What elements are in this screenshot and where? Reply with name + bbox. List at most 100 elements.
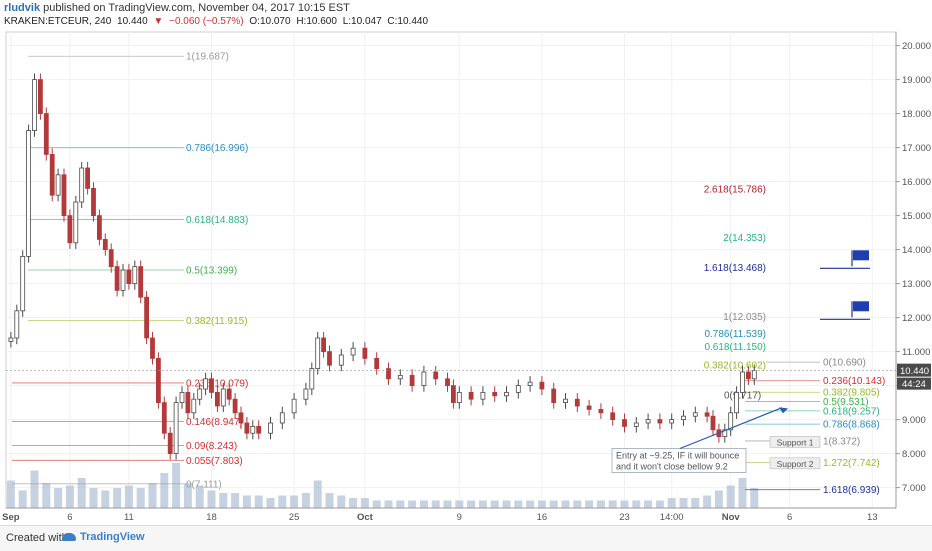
y-tick-label: 13.000 <box>902 279 931 290</box>
volume-bar <box>136 488 145 508</box>
candle-body <box>722 429 728 437</box>
author-name[interactable]: rludvik <box>4 2 41 14</box>
x-tick-label: 11 <box>124 512 134 523</box>
candle-body <box>214 391 220 407</box>
volume-bar <box>408 500 417 508</box>
volume-bar <box>313 480 322 508</box>
volume-bar <box>691 498 700 508</box>
volume-bar <box>207 490 216 508</box>
x-tick-label: Oct <box>357 512 374 523</box>
price-tag-bg <box>897 363 931 377</box>
candle-body <box>55 174 61 196</box>
volume-bar <box>290 495 299 508</box>
candle-body <box>191 398 197 414</box>
volume-bar <box>195 485 204 508</box>
volume-bar <box>526 500 535 508</box>
volume-bar <box>124 485 133 508</box>
candle-body <box>138 266 144 298</box>
fib-right-label: 0.5(9.531) <box>823 397 869 408</box>
volume-bar <box>573 500 582 508</box>
price-chart[interactable]: 1(19.687) 0.786(16.996) 0.618(14.883) 0.5(1… <box>0 0 932 525</box>
volume-bar <box>325 493 334 508</box>
candle-body <box>256 425 262 434</box>
volume-bar <box>172 463 181 508</box>
candle-body <box>338 354 344 366</box>
y-tick-label: 15.000 <box>902 211 931 222</box>
volume-bar <box>478 500 487 508</box>
x-tick-label: Nov <box>722 512 741 523</box>
volume-bar <box>632 500 641 508</box>
candle-body <box>633 422 639 427</box>
fib-level-label: 0.09(8.243) <box>186 441 237 452</box>
fib-right-label: 0(10.690) <box>823 358 866 369</box>
candle-body <box>645 419 651 424</box>
fib-extension-label: 2.618(15.786) <box>704 184 766 195</box>
candle-body <box>751 370 757 380</box>
candle-body <box>20 255 26 312</box>
candle-body <box>740 371 745 393</box>
candle-body <box>102 238 108 250</box>
candle-body <box>450 385 456 404</box>
candle-body <box>515 385 521 393</box>
candle-body <box>409 374 415 386</box>
symbol-label: KRAKEN:ETCEUR, 240 <box>4 16 112 27</box>
volume-bar <box>301 493 310 508</box>
volume-bar <box>18 490 27 508</box>
candle-body <box>586 405 592 410</box>
candle-body <box>26 130 32 257</box>
close-value: C:10.440 <box>387 16 429 27</box>
candle-body <box>161 402 167 434</box>
volume-bar <box>219 493 228 508</box>
candle-body <box>504 391 509 397</box>
fib-level-label: 0.236(10.079) <box>186 378 248 389</box>
volume-bar <box>101 490 110 508</box>
fib-right-label: 0.236(10.143) <box>823 376 885 387</box>
volume-bar <box>467 500 476 508</box>
fib-level-label: 0.382(11.915) <box>186 316 248 327</box>
fib-right-label: 1.618(6.939) <box>823 485 880 496</box>
fib-extension-label: 1.618(13.468) <box>704 263 766 274</box>
annotation-line2: and it won't close bellow 9.2 <box>616 462 728 472</box>
candle-body <box>433 371 439 380</box>
candle-body <box>710 415 716 431</box>
support-box <box>769 436 821 448</box>
candles <box>8 73 757 460</box>
candle-body <box>563 398 568 404</box>
fibonacci-levels: 1(19.687) 0.786(16.996) 0.618(14.883) 0.5(1… <box>12 52 885 496</box>
candle-body <box>144 296 150 339</box>
volume-bar <box>514 500 523 508</box>
footer-bar: Created with TradingView <box>0 525 932 551</box>
volume-bar <box>738 478 747 508</box>
y-tick-label: 14.000 <box>902 245 931 256</box>
tradingview-logo[interactable]: TradingView <box>62 531 145 543</box>
candle-body <box>692 412 698 417</box>
flag-icon <box>853 250 869 261</box>
volume-bar <box>596 500 605 508</box>
volume-bar <box>42 483 51 508</box>
candle-body <box>114 266 120 291</box>
candle-body <box>350 347 356 356</box>
fib-right-label: 0.786(8.868) <box>823 420 880 431</box>
volume-bar <box>419 500 428 508</box>
candle-body <box>551 388 557 404</box>
volume-bar <box>644 500 653 508</box>
volume-bars <box>6 463 759 508</box>
volume-bar <box>655 500 664 508</box>
candle-body <box>309 368 315 390</box>
candle-body <box>250 425 256 434</box>
volume-bar <box>667 498 676 508</box>
candle-body <box>203 378 209 390</box>
y-tick-label: 11.000 <box>902 347 930 358</box>
volume-bar <box>490 500 499 508</box>
volume-bar <box>160 473 169 508</box>
candle-body <box>734 391 739 414</box>
fib-level-label: 0(7.111) <box>186 479 222 490</box>
candle-body <box>539 381 545 390</box>
fib-right-label: 1.272(7.742) <box>823 458 880 469</box>
y-tick-label: 7.000 <box>902 483 926 494</box>
price-tag: 10.440 <box>900 366 929 377</box>
fib-extension-label: 0.618(11.150) <box>704 342 766 353</box>
chart-header: rludvik published on TradingView.com, No… <box>0 0 932 30</box>
open-value: O:10.070 <box>249 16 291 27</box>
candle-body <box>167 432 173 455</box>
